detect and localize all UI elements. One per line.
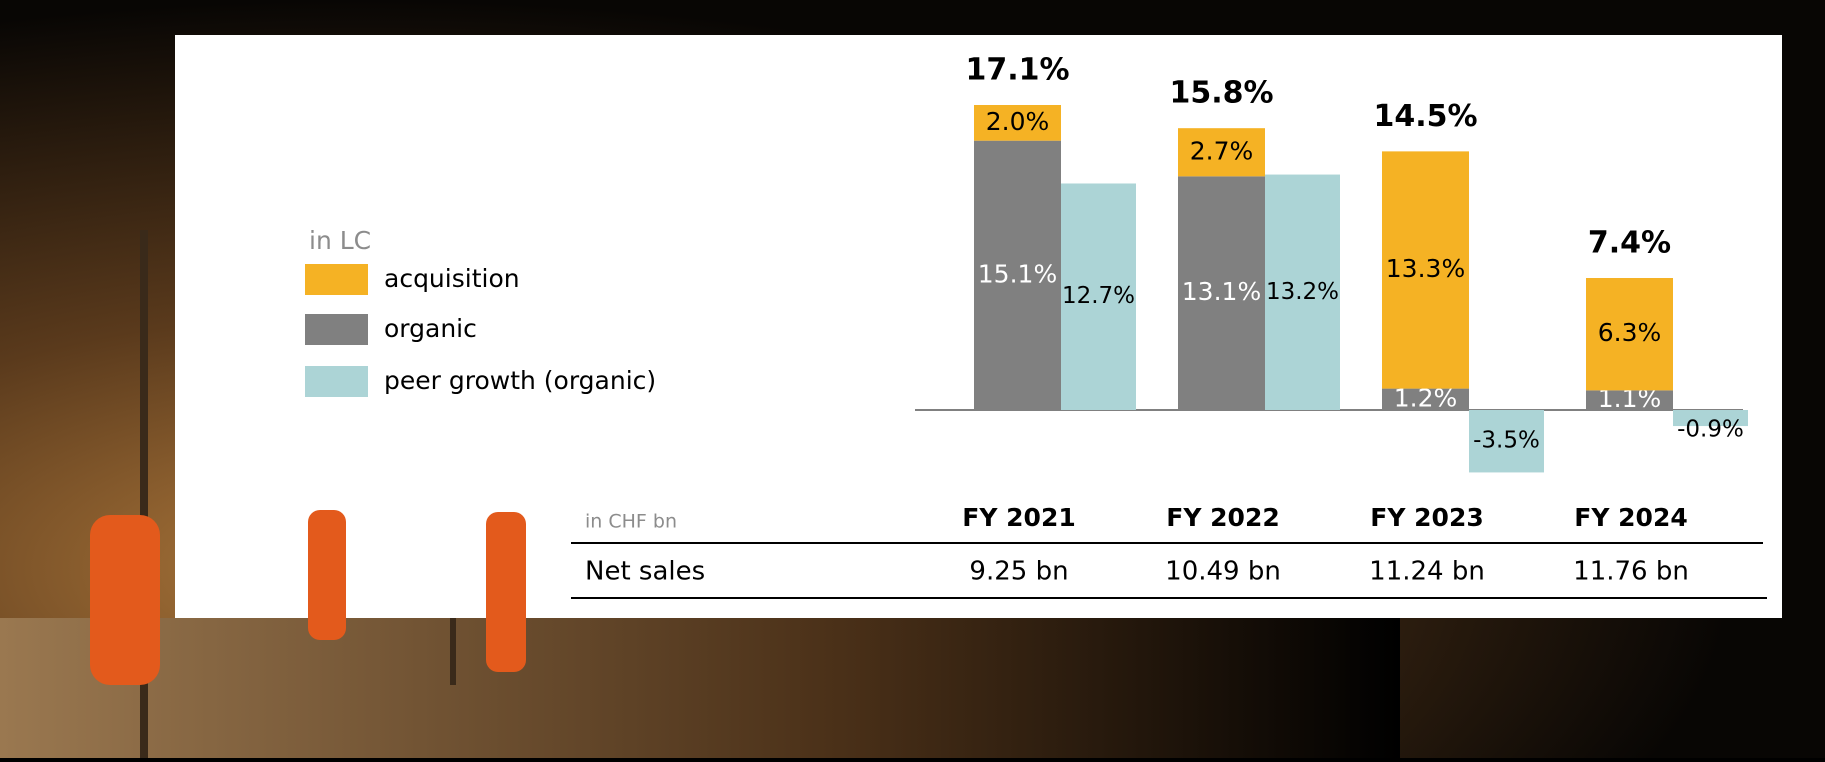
bar-segment	[974, 140, 1061, 410]
net-sales-value: 11.24 bn	[1369, 557, 1485, 587]
bar-segment	[1586, 390, 1673, 410]
bar-segment	[1178, 128, 1265, 177]
pole	[140, 230, 148, 758]
bar-segment	[1382, 388, 1469, 410]
legend-label: acquisition	[384, 264, 520, 293]
net-sales-value: 9.25 bn	[969, 557, 1068, 587]
net-sales-value: 10.49 bn	[1165, 557, 1281, 587]
legend-swatch	[305, 366, 368, 397]
total-label: 14.5%	[1373, 99, 1477, 134]
value-label: 13.2%	[1266, 279, 1339, 305]
value-label: -3.5%	[1473, 428, 1540, 454]
legend-swatch	[305, 264, 368, 295]
category-label: FY 2022	[1166, 503, 1279, 532]
value-label: 13.3%	[1386, 254, 1465, 283]
bar-segment	[1469, 410, 1544, 473]
bar-segment	[1265, 174, 1340, 410]
table-unit: in CHF bn	[585, 511, 677, 533]
legend-label: peer growth (organic)	[384, 366, 656, 395]
value-label: 2.0%	[986, 107, 1050, 136]
legend-swatch	[305, 314, 368, 345]
value-label: 15.1%	[978, 259, 1057, 288]
bar-segment	[1061, 183, 1136, 410]
total-label: 17.1%	[965, 53, 1069, 88]
value-label: 2.7%	[1190, 136, 1254, 165]
value-label: 13.1%	[1182, 277, 1261, 306]
worker	[90, 515, 160, 685]
worker	[486, 512, 526, 672]
bar-segment	[1178, 176, 1265, 410]
net-sales-value: 11.76 bn	[1573, 557, 1689, 587]
bar-segment	[1586, 278, 1673, 391]
bar-segment	[1382, 151, 1469, 389]
legend-title: in LC	[309, 226, 371, 255]
floor	[0, 618, 1400, 758]
total-label: 7.4%	[1588, 226, 1671, 261]
total-label: 15.8%	[1169, 76, 1273, 111]
bar-segment	[1673, 410, 1748, 427]
legend-label: organic	[384, 314, 477, 343]
value-label: 12.7%	[1062, 283, 1135, 309]
worker	[308, 510, 346, 640]
category-label: FY 2024	[1574, 503, 1687, 532]
category-label: FY 2021	[962, 503, 1075, 532]
bar-segment	[974, 105, 1061, 141]
table-row-label: Net sales	[585, 557, 705, 587]
category-label: FY 2023	[1370, 503, 1483, 532]
value-label: -0.9%	[1677, 417, 1744, 443]
value-label: 6.3%	[1598, 318, 1662, 347]
